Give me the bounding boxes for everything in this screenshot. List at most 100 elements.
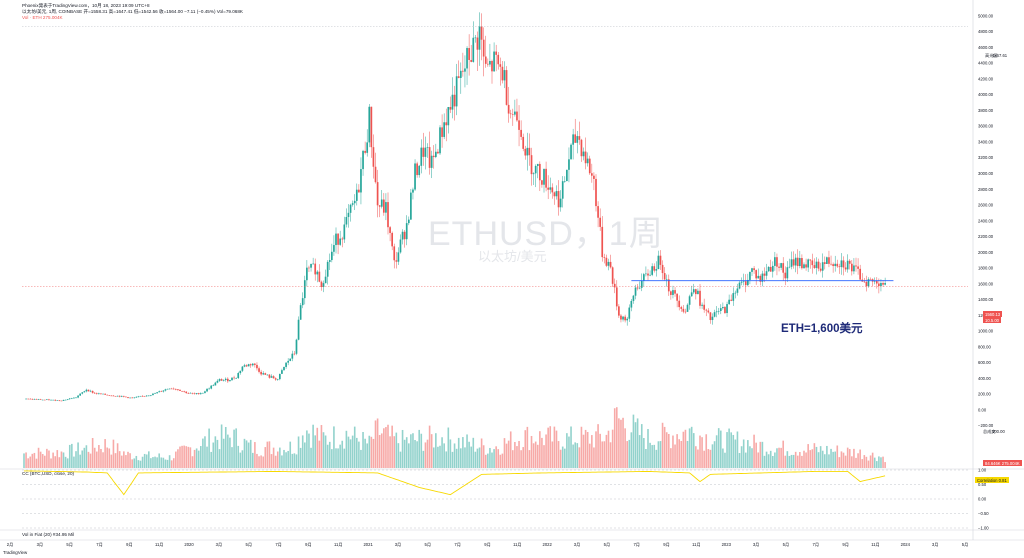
volume-bar: [744, 452, 747, 468]
volume-bar: [112, 439, 115, 468]
tradingview-logo[interactable]: TradingView: [3, 550, 28, 555]
volume-bar: [125, 455, 127, 468]
x-tick-label: 2020: [184, 542, 194, 547]
candle-body: [345, 217, 348, 225]
candle-body: [237, 373, 240, 379]
candle-body: [70, 398, 73, 400]
corr-tick-label: −0.50: [978, 511, 989, 516]
x-tick-label: 2023: [722, 542, 732, 547]
candle-body: [580, 139, 583, 157]
candle-body: [794, 257, 797, 266]
volume-bar: [464, 447, 466, 468]
header-line2[interactable]: 以太坊/美元, 1周, COINBASE 开=1558.31 高=1647.41…: [22, 9, 243, 14]
volume-bar: [474, 451, 477, 468]
candle-body: [412, 189, 414, 193]
candle-body: [516, 111, 518, 121]
candle-body: [538, 163, 541, 181]
volume-bar: [503, 438, 506, 468]
candle-body: [106, 394, 109, 396]
volume-bar: [172, 458, 175, 468]
volume-bar: [83, 447, 86, 468]
volume-bar: [164, 459, 167, 468]
candle-body: [391, 232, 394, 247]
candle-body: [382, 199, 385, 213]
volume-bar: [424, 442, 427, 468]
candle-body: [505, 70, 508, 105]
candle-body: [786, 267, 789, 279]
volume-bar: [480, 438, 483, 468]
volume-bar: [747, 440, 749, 468]
candle-body: [204, 391, 206, 393]
volume-bar: [769, 450, 772, 468]
x-tick-label: 11月: [871, 542, 880, 548]
volume-bar: [613, 408, 616, 468]
volume-bar: [200, 446, 202, 468]
candle-body: [534, 166, 537, 174]
volume-bar: [389, 436, 391, 468]
volume-bar: [168, 455, 171, 468]
candle-body: [828, 257, 830, 264]
candle-body: [803, 264, 805, 269]
x-tick-label: 9月: [126, 542, 133, 548]
candle-body: [187, 393, 190, 394]
candle-body: [174, 389, 177, 390]
volume-bar: [724, 452, 726, 468]
candle-body: [268, 374, 271, 378]
volume-bar: [208, 428, 210, 468]
candle-body: [441, 127, 443, 137]
volume-bar: [593, 447, 595, 468]
candle-body: [838, 266, 841, 268]
candle-body: [626, 318, 629, 321]
candle-body: [208, 388, 210, 390]
x-tick-label: 11月: [513, 542, 522, 548]
cc-indicator-label[interactable]: CC (BTC,USD, close, 20): [22, 471, 75, 476]
candle-body: [100, 393, 102, 395]
volume-bar: [605, 434, 608, 468]
candle-body: [805, 264, 807, 268]
candle-body: [127, 397, 129, 398]
vol-indicator-label[interactable]: Vol in Fiat (20) #34.95 Mil: [22, 532, 75, 537]
volume-bar: [100, 448, 102, 468]
candle-body: [776, 257, 778, 267]
candle-body: [141, 395, 144, 397]
volume-bar: [56, 450, 59, 468]
candle-body: [52, 399, 54, 401]
volume-bar: [476, 448, 479, 468]
volume-bar: [185, 446, 188, 468]
candle-body: [27, 398, 30, 400]
candle-body: [318, 271, 321, 282]
volume-bar: [767, 454, 770, 468]
volume-bar: [216, 439, 219, 468]
volume-bar: [79, 454, 81, 468]
volume-bar: [848, 449, 851, 468]
volume-bar: [447, 427, 450, 468]
candle-body: [445, 122, 448, 126]
volume-bar: [857, 453, 859, 468]
volume-bar: [351, 435, 354, 468]
candle-body: [595, 178, 597, 207]
candle-body: [509, 113, 512, 115]
candle-body: [622, 316, 624, 320]
volume-bar: [87, 451, 90, 468]
candle-body: [528, 147, 531, 156]
candle-body: [210, 385, 213, 389]
candle-body: [630, 300, 633, 308]
candle-body: [453, 94, 456, 107]
volume-bar: [597, 424, 599, 468]
candle-body: [235, 378, 238, 379]
volume-bar: [647, 429, 649, 468]
volume-bar: [763, 455, 766, 468]
volume-bar: [46, 448, 48, 468]
candle-body: [281, 370, 283, 374]
candle-body: [301, 298, 304, 306]
candle-body: [403, 231, 406, 240]
candle-body: [333, 245, 335, 252]
volume-bar: [580, 426, 583, 468]
volume-bar: [308, 433, 310, 468]
volume-bar: [27, 458, 29, 468]
x-tick-label: 9月: [663, 542, 670, 548]
x-tick-label: 7月: [813, 542, 820, 548]
volume-bar: [260, 455, 262, 468]
candle-body: [615, 287, 618, 307]
